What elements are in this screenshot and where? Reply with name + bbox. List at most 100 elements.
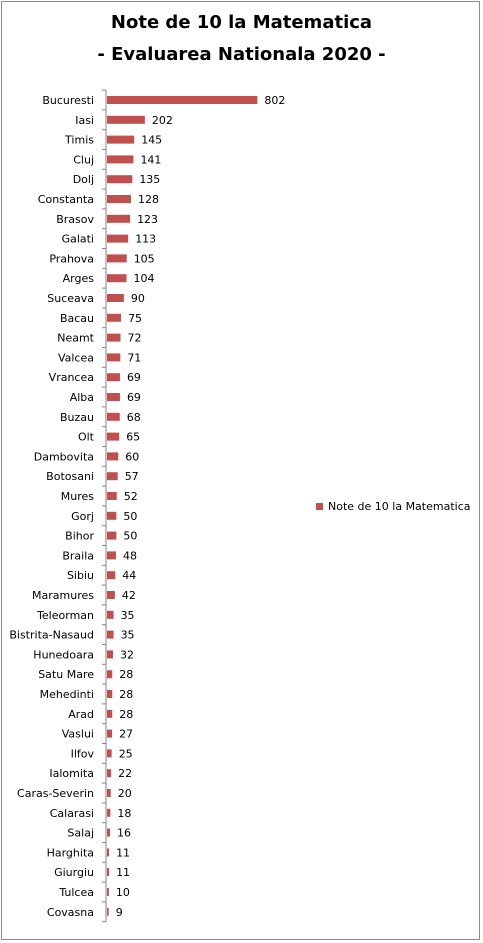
data-label: 16 [117,827,131,840]
bar [107,234,129,243]
data-label: 69 [127,391,141,404]
category-label: Prahova [49,252,94,265]
category-label: Valcea [58,351,94,364]
data-label: 11 [116,866,130,879]
bar [107,729,113,738]
data-label: 72 [128,332,142,345]
bar [107,769,112,778]
bar [107,274,127,283]
category-label: Ilfov [71,747,95,760]
category-label: Covasna [47,906,94,919]
category-label: Bacau [60,312,94,325]
bar [107,135,135,144]
bar [107,828,110,837]
category-label: Braila [62,549,94,562]
category-label: Dambovita [34,450,94,463]
data-label: 48 [123,549,137,562]
data-label: 10 [116,886,130,899]
bar [107,907,109,916]
category-label: Iasi [75,114,94,127]
data-label: 20 [118,787,132,800]
category-label: Teleorman [36,609,94,622]
bar [107,808,111,817]
legend-swatch [316,503,323,510]
data-label: 9 [116,906,123,919]
data-label: 128 [138,193,159,206]
category-label: Alba [70,391,94,404]
category-label: Arges [63,272,95,285]
bar [107,195,131,203]
chart-title-line2: - Evaluarea Nationala 2020 - [97,44,386,65]
bar [107,789,111,797]
data-label: 123 [137,213,158,226]
data-label: 57 [125,470,139,483]
data-label: 28 [119,688,133,701]
data-label: 52 [124,490,138,503]
bar [107,690,113,698]
category-label: Mures [61,490,95,503]
data-label: 22 [118,767,132,780]
bar [107,254,127,263]
category-label: Bihor [65,530,94,543]
category-label: Caras-Severin [17,787,94,800]
bar [107,670,113,679]
bar [107,96,258,104]
bar [107,353,121,362]
bar [107,472,118,481]
data-label: 18 [117,807,131,820]
category-label: Maramures [32,589,94,602]
category-label: Timis [64,134,94,147]
bar [107,511,117,520]
bar [107,175,133,184]
data-label: 135 [139,173,160,186]
data-label: 32 [120,648,134,661]
data-label: 104 [134,272,155,285]
data-label: 90 [131,292,145,305]
bar [107,630,114,639]
data-label: 50 [123,510,137,523]
bar [107,888,109,896]
data-label: 50 [123,530,137,543]
category-label: Hunedoara [33,648,94,661]
bar [107,313,122,322]
data-label: 44 [122,569,136,582]
bar [107,709,113,718]
data-label: 68 [127,411,141,424]
category-label: Satu Mare [38,668,94,681]
data-label: 35 [121,609,135,622]
legend-label: Note de 10 la Matematica [328,500,471,513]
bar [107,591,115,599]
data-label: 69 [127,371,141,384]
category-label: Galati [62,233,94,246]
category-label: Suceava [47,292,94,305]
bar [107,155,134,164]
data-label: 75 [128,312,142,325]
category-label: Vaslui [62,728,94,741]
category-label: Vrancea [49,371,94,384]
chart-title-line1: Note de 10 la Matematica [110,12,373,33]
bar [107,393,120,401]
bar [107,571,116,580]
bar [107,294,124,302]
bar [107,848,110,857]
bar [107,333,121,342]
data-label: 60 [125,450,139,463]
data-label: 105 [134,252,155,265]
bar [107,551,116,560]
category-label: Buzau [60,411,94,424]
category-label: Arad [68,708,94,721]
bar [107,650,113,659]
category-label: Olt [78,431,95,444]
category-label: Tulcea [58,886,94,899]
bar [107,610,114,619]
data-label: 27 [119,728,133,741]
bar [107,531,117,540]
data-label: 113 [135,233,156,246]
category-label: Brasov [56,213,94,226]
category-label: Bucuresti [42,94,94,107]
data-label: 71 [127,351,141,364]
data-label: 145 [141,134,162,147]
bar [107,432,120,441]
